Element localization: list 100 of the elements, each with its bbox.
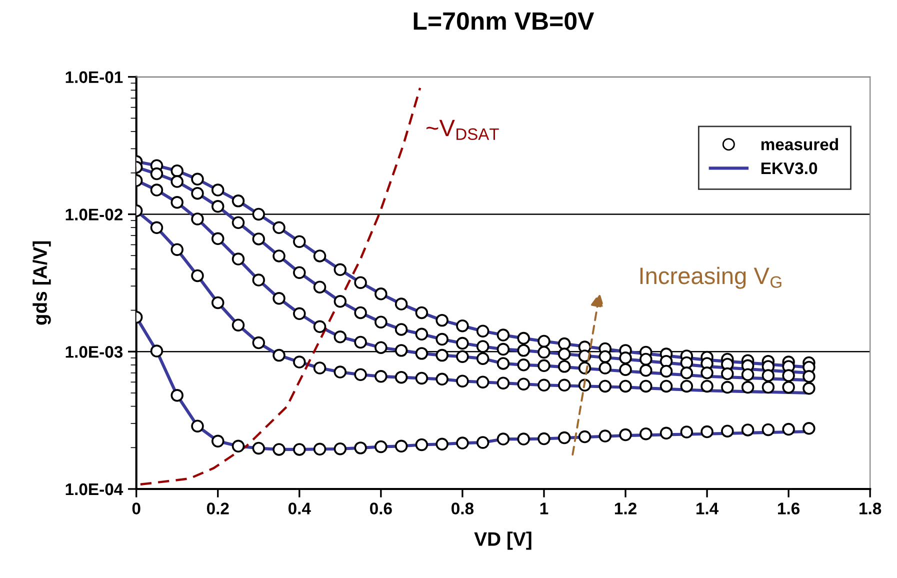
point: [782, 380, 795, 394]
point: [191, 420, 204, 432]
point: [170, 164, 184, 178]
point: [354, 306, 367, 320]
legend-label: measured: [761, 138, 838, 150]
point: [415, 372, 428, 385]
point: [374, 440, 388, 454]
point: [762, 380, 775, 394]
point: [415, 347, 428, 360]
point: [436, 348, 448, 362]
point: [640, 380, 652, 393]
x-tick-label: 0.8: [452, 502, 474, 514]
point: [436, 314, 448, 327]
point: [456, 336, 469, 350]
point: [721, 380, 734, 394]
point: [802, 382, 816, 395]
legend-label: EKV3.0: [761, 162, 818, 174]
point: [456, 374, 469, 388]
point: [293, 307, 306, 320]
point: [640, 352, 652, 366]
point: [272, 221, 286, 234]
point: [354, 442, 367, 454]
x-tick-label: 1.6: [778, 502, 800, 514]
point: [680, 426, 694, 438]
point: [496, 342, 510, 356]
point: [252, 442, 266, 455]
point: [232, 252, 245, 266]
point: [191, 172, 204, 186]
x-tick-label: 0.4: [288, 502, 311, 514]
point: [374, 370, 388, 383]
point: [374, 341, 388, 354]
point: [272, 250, 286, 262]
point: [741, 424, 754, 436]
point: [456, 436, 469, 450]
point: [313, 280, 326, 294]
point: [313, 250, 326, 262]
point: [293, 266, 306, 279]
point: [212, 434, 224, 448]
point: [802, 370, 816, 383]
point: [212, 200, 224, 213]
point: [680, 366, 694, 380]
point: [558, 360, 571, 373]
point: [517, 378, 530, 390]
point: [293, 443, 306, 456]
point: [436, 438, 448, 451]
point: [354, 276, 367, 289]
point: [640, 364, 652, 377]
point: [212, 232, 224, 246]
point: [619, 363, 632, 376]
point: [394, 440, 408, 453]
point: [252, 336, 266, 350]
point: [598, 350, 612, 363]
point: [496, 328, 510, 342]
point: [436, 372, 448, 386]
point: [721, 367, 734, 380]
chart-title: L=70nm VB=0V: [414, 12, 594, 30]
point: [394, 323, 408, 336]
point: [517, 332, 530, 345]
point: [272, 443, 286, 456]
point: [252, 208, 266, 221]
point: [558, 348, 571, 360]
point: [293, 356, 306, 368]
point: [272, 348, 286, 362]
point: [680, 356, 694, 370]
point: [394, 344, 408, 357]
point: [660, 426, 673, 440]
point: [496, 432, 510, 446]
point: [313, 362, 326, 374]
point: [700, 366, 714, 380]
point: [394, 298, 408, 310]
point: [680, 380, 694, 393]
point: [272, 292, 286, 305]
point: [619, 352, 632, 364]
line-series: [139, 86, 422, 486]
point: [538, 359, 550, 372]
point: [334, 295, 347, 308]
x-axis-title: VD [V]: [474, 532, 532, 550]
point: [802, 422, 816, 435]
point: [640, 427, 652, 440]
point: [374, 316, 388, 328]
point: [334, 330, 347, 344]
point: [252, 274, 266, 286]
point: [762, 423, 775, 436]
y-tick-label: 1.0E-02: [66, 208, 122, 220]
point: [313, 320, 326, 334]
point: [313, 442, 326, 456]
point: [517, 432, 530, 446]
point: [598, 362, 612, 374]
point: [436, 332, 448, 346]
point: [538, 378, 550, 392]
point: [558, 378, 571, 392]
point: [170, 389, 184, 402]
y-tick-label: 1.0E-04: [66, 483, 124, 496]
point: [496, 357, 510, 370]
point: [700, 380, 714, 393]
point: [660, 380, 673, 393]
point: [476, 324, 490, 338]
x-tick-label: 0.2: [206, 502, 229, 514]
point: [334, 263, 347, 276]
point: [354, 368, 367, 381]
